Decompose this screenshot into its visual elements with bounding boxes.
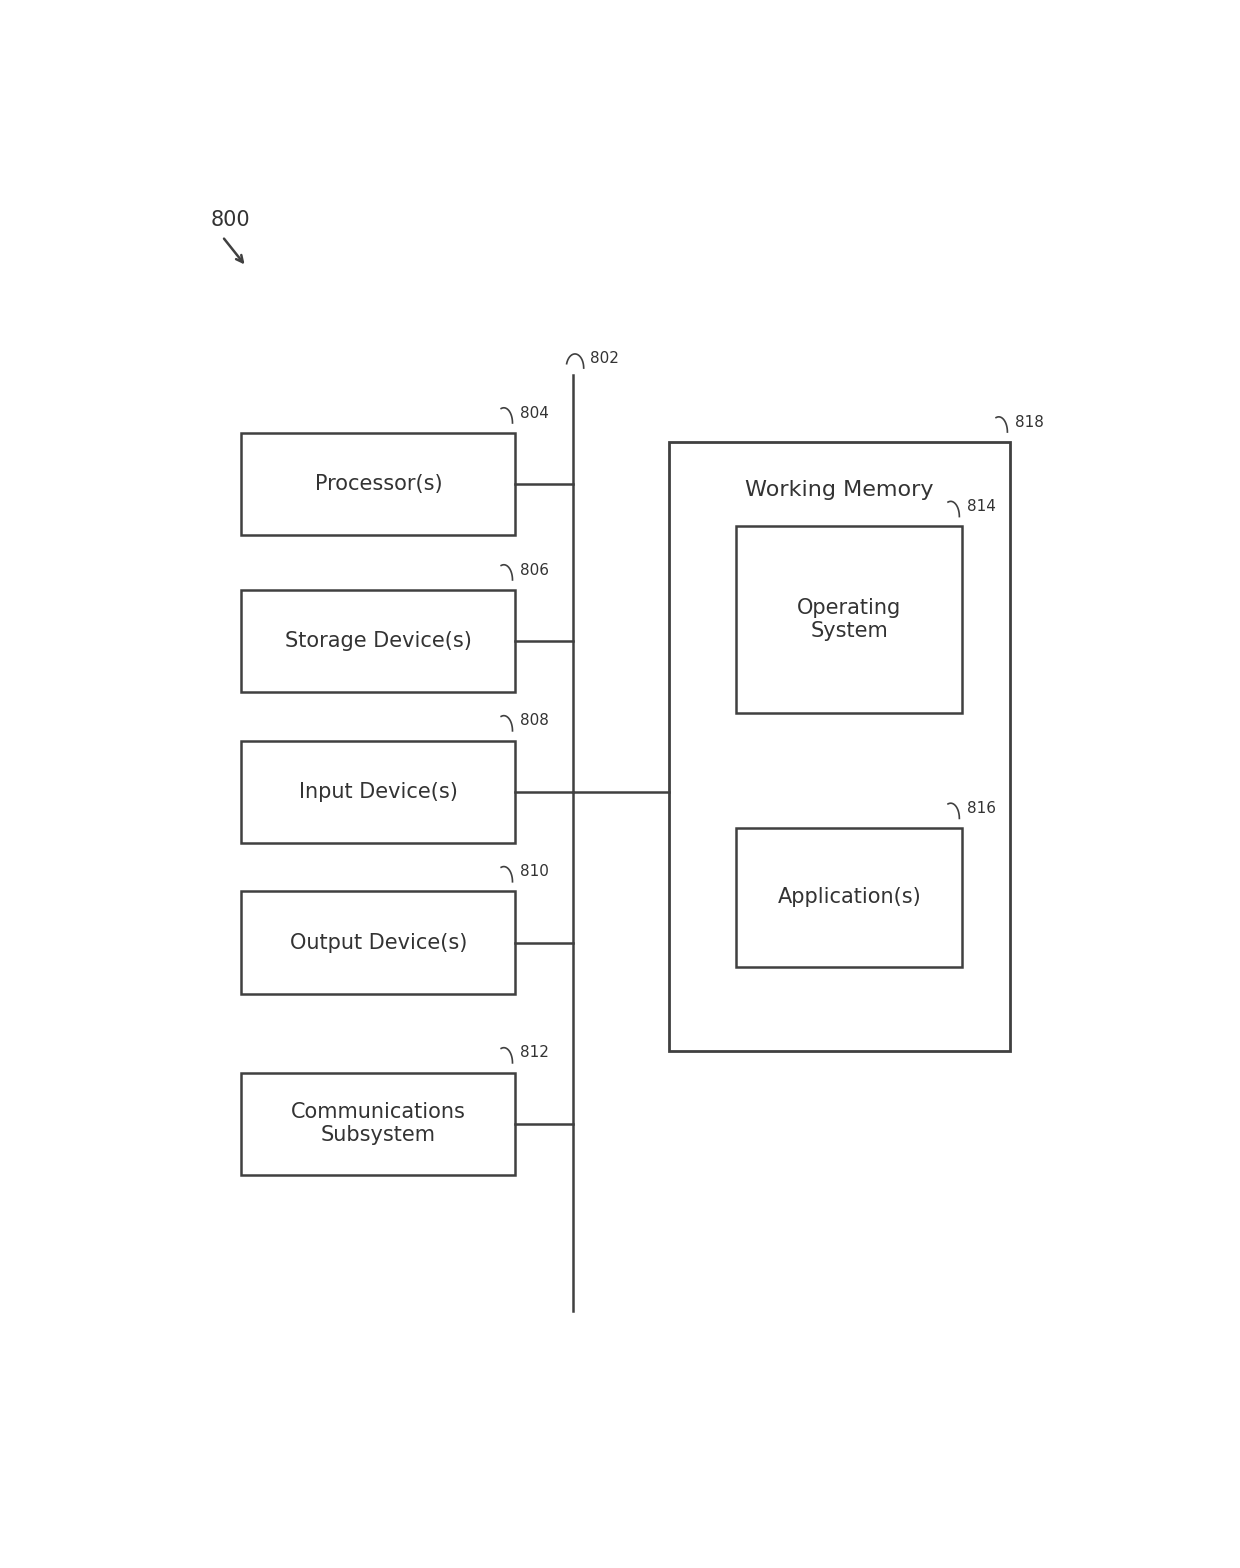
Text: Output Device(s): Output Device(s) xyxy=(290,933,467,953)
Text: Communications
Subsystem: Communications Subsystem xyxy=(291,1102,466,1146)
Text: 810: 810 xyxy=(521,864,549,880)
Text: 804: 804 xyxy=(521,406,549,420)
Text: 816: 816 xyxy=(967,801,996,815)
Text: Application(s): Application(s) xyxy=(777,887,921,908)
Bar xyxy=(737,828,962,967)
Text: 818: 818 xyxy=(1016,414,1044,430)
Bar xyxy=(242,590,516,691)
Text: 802: 802 xyxy=(590,351,619,365)
Text: Working Memory: Working Memory xyxy=(745,480,934,500)
Text: Processor(s): Processor(s) xyxy=(315,474,443,494)
Text: Operating
System: Operating System xyxy=(797,597,901,641)
Bar xyxy=(242,892,516,994)
Bar xyxy=(242,1073,516,1174)
Bar xyxy=(670,442,1011,1052)
Bar xyxy=(242,433,516,535)
Text: Input Device(s): Input Device(s) xyxy=(299,782,458,801)
Bar xyxy=(242,740,516,844)
Text: 814: 814 xyxy=(967,499,996,514)
Text: 800: 800 xyxy=(211,210,250,230)
Text: 812: 812 xyxy=(521,1046,549,1060)
Bar xyxy=(737,527,962,713)
Text: 808: 808 xyxy=(521,713,549,729)
Text: 806: 806 xyxy=(521,563,549,577)
Text: Storage Device(s): Storage Device(s) xyxy=(285,630,472,651)
